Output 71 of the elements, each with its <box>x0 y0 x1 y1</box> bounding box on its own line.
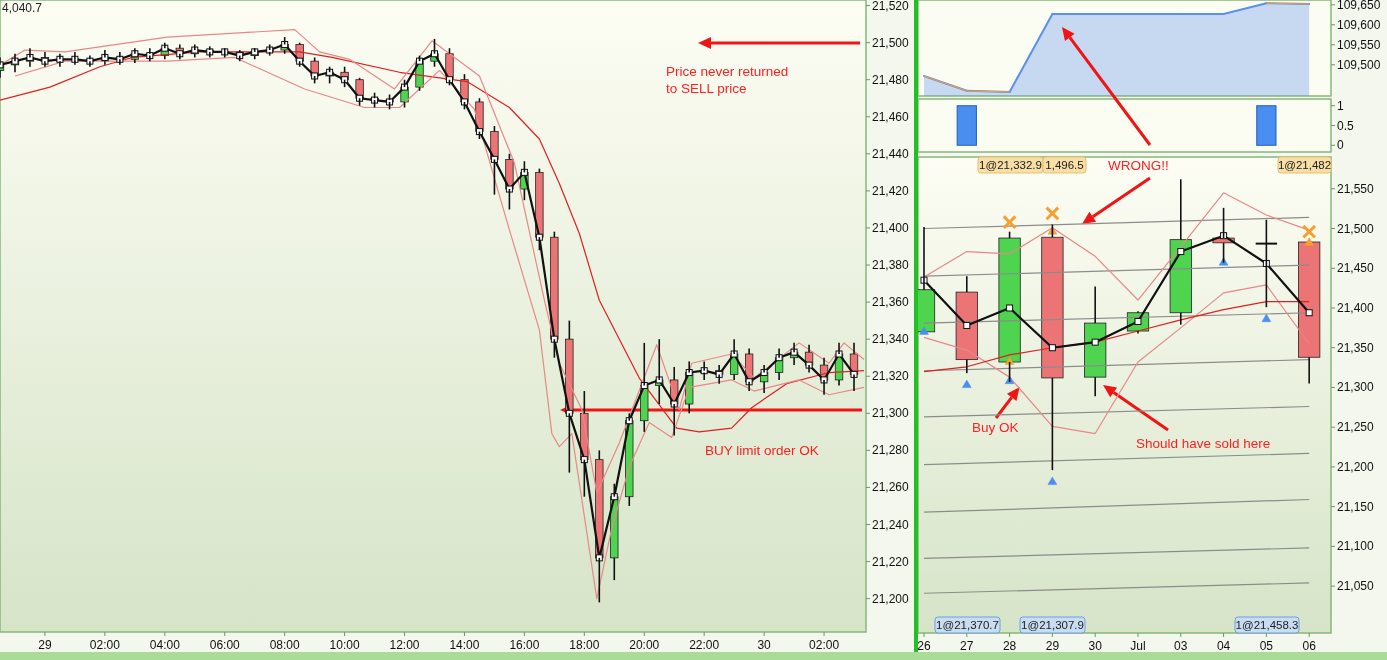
y-tick-label: 109,550 <box>1337 37 1381 52</box>
annotation: 1,496.5 <box>1045 159 1084 171</box>
y-tick-label: 21,250 <box>1337 420 1375 435</box>
y-tick-label: 21,100 <box>1337 539 1375 554</box>
annotation: WRONG!! <box>1108 158 1169 173</box>
y-tick-label: 21,380 <box>872 258 910 273</box>
x-tick-label: 30 <box>1088 639 1103 653</box>
x-tick-label: 20:00 <box>629 638 660 652</box>
annotation: Price never returned to SELL price <box>666 64 789 96</box>
y-tick-label: 21,420 <box>872 183 910 198</box>
y-tick-label: 109,500 <box>1337 57 1381 72</box>
x-tick-label: 18:00 <box>569 638 600 652</box>
x-tick-label: 04:00 <box>149 638 181 652</box>
x-tick-label: 29 <box>1045 639 1060 653</box>
y-tick-label: 21,200 <box>1337 459 1375 474</box>
annotation: Should have sold here <box>1136 436 1271 451</box>
annotation: 1@21,458.3 <box>1235 619 1299 631</box>
y-tick-label: 109,650 <box>1337 0 1381 12</box>
annotation: 1@21,482 <box>1277 159 1332 171</box>
y-tick-label: 21,460 <box>872 109 910 124</box>
x-tick-label: 02:00 <box>89 638 121 652</box>
y-tick-label: 21,200 <box>872 591 910 606</box>
y-tick-label: 21,050 <box>1337 579 1375 594</box>
x-tick-label: 30 <box>757 638 772 652</box>
y-tick-label: 21,480 <box>872 72 910 87</box>
x-tick-label: 28 <box>1002 639 1017 653</box>
y-tick-label: 21,240 <box>872 517 910 532</box>
y-tick-label: 21,400 <box>1337 300 1375 315</box>
y-tick-label: 21,550 <box>1337 181 1375 196</box>
annotation: Buy OK <box>972 420 1019 435</box>
y-tick-label: 21,220 <box>872 554 910 569</box>
y-tick-label: 21,350 <box>1337 340 1375 355</box>
annotation: 1@21,332.9 <box>979 159 1042 171</box>
y-tick-label: 21,520 <box>872 0 910 13</box>
annotation: 1@21,307.9 <box>1021 619 1084 631</box>
x-tick-label: 22:00 <box>689 638 720 652</box>
x-tick-label: 14:00 <box>449 638 480 652</box>
x-tick-label: 08:00 <box>269 638 301 652</box>
y-tick-label: 21,150 <box>1337 499 1375 514</box>
y-tick-label: 21,260 <box>872 480 910 495</box>
x-tick-label: 16:00 <box>509 638 540 652</box>
y-tick-label: 0.5 <box>1337 118 1355 133</box>
y-tick-label: 21,450 <box>1337 261 1375 276</box>
y-tick-label: 21,500 <box>872 35 910 50</box>
x-tick-label: 12:00 <box>389 638 420 652</box>
y-tick-label: 21,320 <box>872 369 910 384</box>
y-tick-label: 21,400 <box>872 220 910 235</box>
y-tick-label: 21,340 <box>872 332 910 347</box>
y-tick-label: 21,440 <box>872 146 910 161</box>
x-tick-label: 04 <box>1216 639 1231 653</box>
x-tick-label: Jul <box>1130 639 1146 653</box>
annotation: BUY limit order OK <box>705 443 819 458</box>
y-tick-label: 21,300 <box>1337 380 1375 395</box>
x-tick-label: 26 <box>917 639 931 653</box>
x-tick-label: 27 <box>960 639 974 653</box>
x-tick-label: 06 <box>1302 639 1317 653</box>
y-tick-label: 109,600 <box>1337 17 1381 32</box>
x-tick-label: 02:00 <box>809 638 840 652</box>
y-tick-label: 21,280 <box>872 443 910 458</box>
y-tick-label: 21,300 <box>872 406 910 421</box>
y-tick-label: 21,500 <box>1337 221 1375 236</box>
annotation: 4,040.7 <box>2 1 43 15</box>
x-tick-label: 03 <box>1174 639 1188 653</box>
x-tick-label: 05 <box>1259 639 1274 653</box>
annotation: 1@21,370.7 <box>936 619 999 631</box>
y-tick-label: 21,360 <box>872 295 910 310</box>
x-tick-label: 06:00 <box>209 638 241 652</box>
x-tick-label: 29 <box>38 638 52 652</box>
y-tick-label: 0 <box>1337 138 1344 153</box>
x-tick-label: 10:00 <box>329 638 360 652</box>
y-tick-label: 1 <box>1337 98 1344 113</box>
